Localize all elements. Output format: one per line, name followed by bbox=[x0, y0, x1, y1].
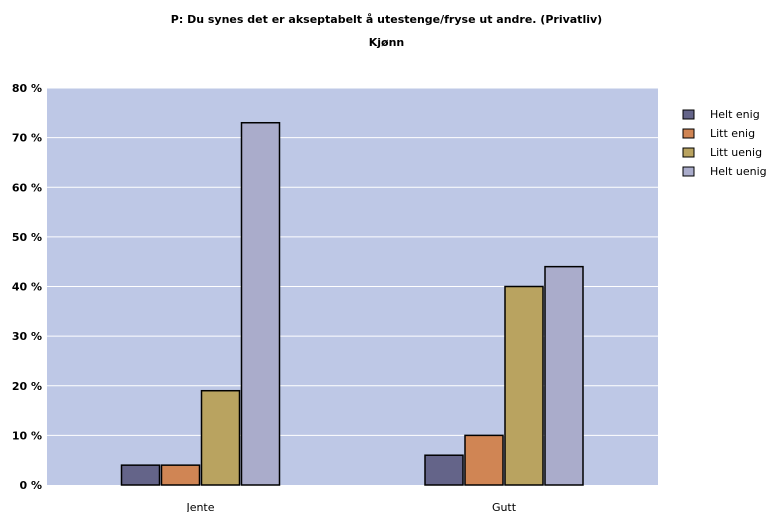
legend-swatch bbox=[682, 128, 695, 139]
legend-label: Litt uenig bbox=[710, 146, 762, 159]
legend-label: Litt enig bbox=[710, 127, 755, 140]
y-tick-label: 0 % bbox=[19, 479, 42, 492]
x-tick-label: Gutt bbox=[492, 501, 517, 512]
y-tick-label: 30 % bbox=[12, 330, 42, 343]
y-tick-label: 80 % bbox=[12, 82, 42, 95]
bar-litt-uenig-jente bbox=[200, 389, 241, 486]
y-axis: 0 % 10 % 20 % 30 % 40 % 50 % 60 % 70 % 80 % bbox=[12, 82, 42, 492]
bar-helt-uenig-gutt bbox=[544, 265, 584, 486]
bar-litt-enig-gutt bbox=[464, 434, 504, 486]
bar-litt-enig-jente bbox=[160, 464, 201, 486]
bar-helt-enig-jente bbox=[120, 464, 161, 486]
bars bbox=[120, 121, 584, 486]
y-tick-label: 50 % bbox=[12, 231, 42, 244]
legend-label: Helt uenig bbox=[710, 165, 767, 178]
y-tick-label: 40 % bbox=[12, 281, 42, 294]
legend-label: Helt enig bbox=[710, 108, 760, 121]
bar-litt-uenig-gutt bbox=[504, 285, 544, 486]
y-tick-label: 70 % bbox=[12, 132, 42, 145]
x-tick-label: Jente bbox=[185, 501, 214, 512]
chart-subtitle: Kjønn bbox=[368, 36, 405, 49]
bar-helt-uenig-jente bbox=[240, 121, 281, 486]
legend: Helt enig Litt enig Litt uenig Helt uenig bbox=[682, 108, 767, 178]
bar-helt-enig-gutt bbox=[424, 454, 464, 486]
legend-swatch bbox=[682, 109, 695, 120]
y-tick-label: 60 % bbox=[12, 181, 42, 194]
chart-title: P: Du synes det er akseptabelt å utesten… bbox=[170, 13, 603, 26]
y-tick-label: 20 % bbox=[12, 380, 42, 393]
y-tick-label: 10 % bbox=[12, 429, 42, 442]
legend-swatch bbox=[682, 166, 695, 177]
legend-swatch bbox=[682, 147, 695, 158]
x-axis: Jente Gutt bbox=[185, 501, 516, 512]
